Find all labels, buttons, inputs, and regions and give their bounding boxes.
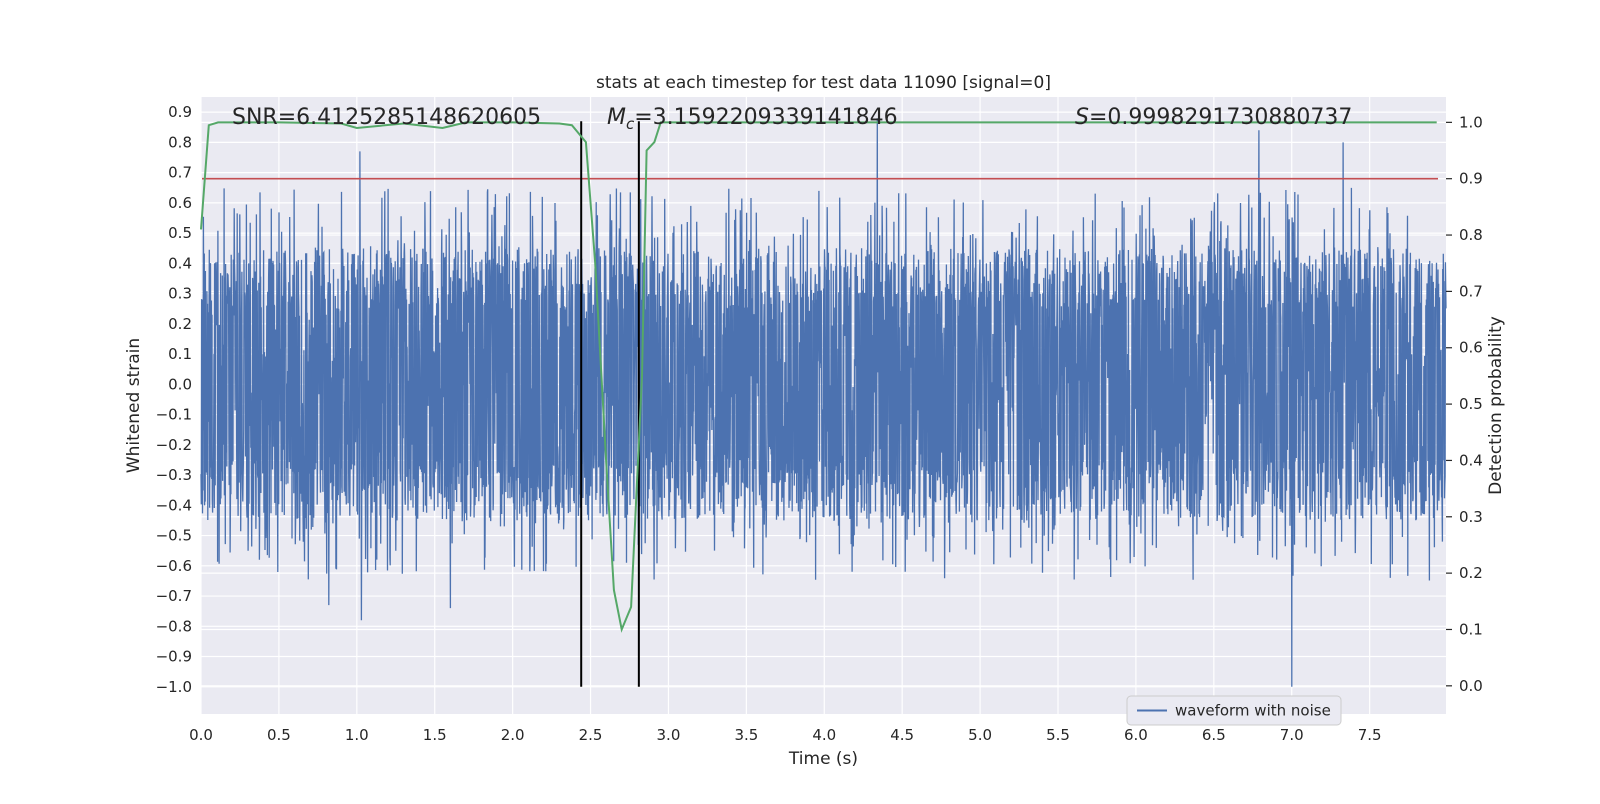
s-value: =0.9998291730880737 [1089, 105, 1352, 130]
x-tick-label: 7.5 [1358, 726, 1382, 744]
chart-title: stats at each timestep for test data 110… [596, 73, 1051, 93]
x-tick-label: 3.5 [734, 726, 758, 744]
y-left-tick-label: −0.3 [156, 466, 192, 484]
y-right-tick-label: 1.0 [1459, 113, 1483, 131]
y-right-tick-label: 0.6 [1459, 339, 1483, 357]
x-tick-label: 0.5 [267, 726, 291, 744]
chirp-mass-value: =3.1592209339141846 [634, 105, 897, 130]
y-left-tick-label: 0.4 [168, 254, 192, 272]
detection-probability-series [200, 121, 1437, 633]
y-left-tick-label: −1.0 [156, 678, 192, 696]
x-tick-label: 2.5 [579, 726, 603, 744]
s-annotation: S=0.9998291730880737 [1075, 105, 1352, 130]
y-left-tick-label: −0.8 [156, 617, 192, 635]
y-right-axis-label: Detection probability [1486, 316, 1506, 495]
waveform-series [200, 118, 1447, 687]
legend-box [1126, 695, 1342, 726]
y-right-tick-label: 0.0 [1459, 677, 1483, 695]
x-axis-label: Time (s) [788, 749, 858, 769]
x-tick-label: 1.0 [345, 726, 369, 744]
y-left-tick-label: −0.6 [156, 557, 192, 575]
y-left-tick-label: −0.5 [156, 527, 192, 545]
x-tick-label: 6.0 [1124, 726, 1148, 744]
y-left-tick-label: −0.2 [156, 436, 192, 454]
x-tick-label: 1.5 [423, 726, 447, 744]
snr-annotation: SNR=6.4125285148620605 [232, 105, 541, 130]
legend-label-waveform: waveform with noise [1175, 702, 1331, 720]
chirp-mass-subscript: c [626, 115, 635, 133]
y-left-tick-label: 0.1 [168, 345, 192, 363]
x-tick-label: 6.5 [1202, 726, 1226, 744]
y-left-tick-label: 0.7 [168, 164, 192, 182]
y-left-tick-label: −0.1 [156, 406, 192, 424]
y-right-tick-label: 0.7 [1459, 282, 1483, 300]
y-left-tick-label: −0.7 [156, 587, 192, 605]
y-right-tick-label: 0.4 [1459, 451, 1483, 469]
y-left-tick-label: 0.5 [168, 224, 192, 242]
y-right-tick-label: 0.2 [1459, 564, 1483, 582]
y-right-tick-label: 0.1 [1459, 620, 1483, 638]
x-tick-label: 0.0 [189, 726, 213, 744]
y-left-axis-label: Whitened strain [124, 338, 144, 473]
y-left-tick-label: 0.3 [168, 285, 192, 303]
y-left-tick-label: −0.9 [156, 648, 192, 666]
y-right-tick-label: 0.9 [1459, 170, 1483, 188]
y-right-tick-label: 0.3 [1459, 508, 1483, 526]
chirp-mass-symbol: M [607, 105, 626, 130]
x-tick-label: 5.0 [968, 726, 992, 744]
y-left-tick-label: 0.2 [168, 315, 192, 333]
x-tick-label: 4.0 [812, 726, 836, 744]
x-tick-label: 3.0 [657, 726, 681, 744]
y-right-tick-label: 0.5 [1459, 395, 1483, 413]
y-left-tick-label: 0.9 [168, 103, 192, 121]
y-left-tick-label: 0.0 [168, 375, 192, 393]
s-symbol: S [1075, 105, 1089, 130]
y-left-tick-label: 0.8 [168, 133, 192, 151]
y-left-tick-label: −0.4 [156, 496, 192, 514]
x-tick-label: 7.0 [1280, 726, 1304, 744]
x-tick-label: 5.5 [1046, 726, 1070, 744]
x-tick-label: 2.0 [501, 726, 525, 744]
chirp-mass-annotation: Mc=3.1592209339141846 [607, 105, 898, 133]
y-right-tick-label: 0.8 [1459, 226, 1483, 244]
y-left-tick-label: 0.6 [168, 194, 192, 212]
x-tick-label: 4.5 [890, 726, 914, 744]
